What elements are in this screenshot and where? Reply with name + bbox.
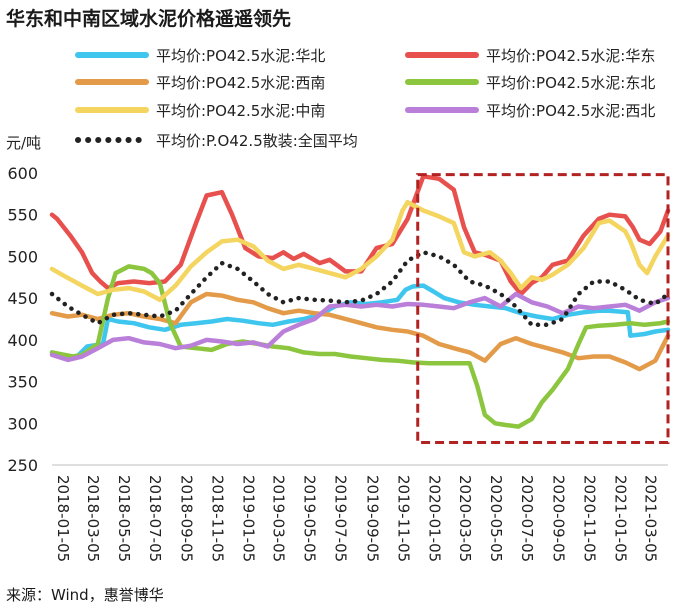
x-tick-label: 2019-11-05 — [394, 475, 412, 562]
x-tick-label: 2020-05-05 — [487, 475, 505, 562]
x-tick-label: 2019-07-05 — [332, 475, 350, 562]
series-line-6 — [49, 291, 671, 363]
y-tick-label: 350 — [7, 373, 38, 392]
y-tick-label: 600 — [7, 164, 38, 183]
x-tick-label: 2018-09-05 — [178, 475, 196, 562]
x-tick-label: 2021-01-05 — [612, 475, 630, 562]
series-line-5 — [49, 199, 671, 303]
series-line-7 — [49, 250, 671, 328]
y-tick-label: 300 — [7, 414, 38, 433]
x-tick-label: 2019-05-05 — [301, 475, 319, 562]
series-line-3 — [49, 291, 671, 372]
series-line-1 — [49, 283, 671, 361]
legend-label-1: 平均价:PO42.5水泥:华北 — [156, 47, 325, 65]
y-tick-label: 550 — [7, 206, 38, 225]
legend-label-7: 平均价:P.O42.5散装:全国平均 — [156, 132, 358, 150]
y-tick-label: 450 — [7, 289, 38, 308]
x-tick-label: 2018-01-05 — [54, 475, 72, 562]
x-tick-label: 2018-03-05 — [84, 475, 102, 562]
legend-label-6: 平均价:PO42.5水泥:西北 — [486, 102, 655, 120]
y-axis-label: 元/吨 — [6, 134, 41, 152]
x-tick-label: 2019-01-05 — [240, 475, 258, 562]
source-note: 来源：Wind，惠誉博华 — [6, 586, 164, 604]
y-tick-label: 400 — [7, 331, 38, 350]
x-tick-label: 2018-11-05 — [209, 475, 227, 562]
x-tick-label: 2021-03-05 — [642, 475, 660, 562]
x-tick-label: 2020-01-05 — [425, 475, 443, 562]
series-line-4 — [49, 264, 671, 429]
legend-label-4: 平均价:PO42.5水泥:东北 — [486, 74, 655, 92]
legend-label-5: 平均价:PO42.5水泥:中南 — [156, 102, 325, 120]
y-tick-label: 500 — [7, 247, 38, 266]
x-tick-label: 2018-05-05 — [115, 475, 133, 562]
chart-title: 华东和中南区域水泥价格遥遥领先 — [6, 8, 292, 30]
y-tick-label: 250 — [7, 456, 38, 475]
x-tick-label: 2020-09-05 — [549, 475, 567, 562]
x-tick-label: 2019-03-05 — [270, 475, 288, 562]
x-tick-label: 2020-07-05 — [518, 475, 536, 562]
x-tick-label: 2020-03-05 — [456, 475, 474, 562]
x-tick-label: 2019-09-05 — [363, 475, 381, 562]
x-tick-label: 2018-07-05 — [146, 475, 164, 562]
legend-label-3: 平均价:PO42.5水泥:西南 — [156, 74, 325, 92]
highlight-box — [416, 173, 670, 444]
series-line-2 — [49, 174, 671, 297]
x-tick-label: 2020-11-05 — [580, 475, 598, 562]
legend-label-2: 平均价:PO42.5水泥:华东 — [486, 47, 655, 65]
